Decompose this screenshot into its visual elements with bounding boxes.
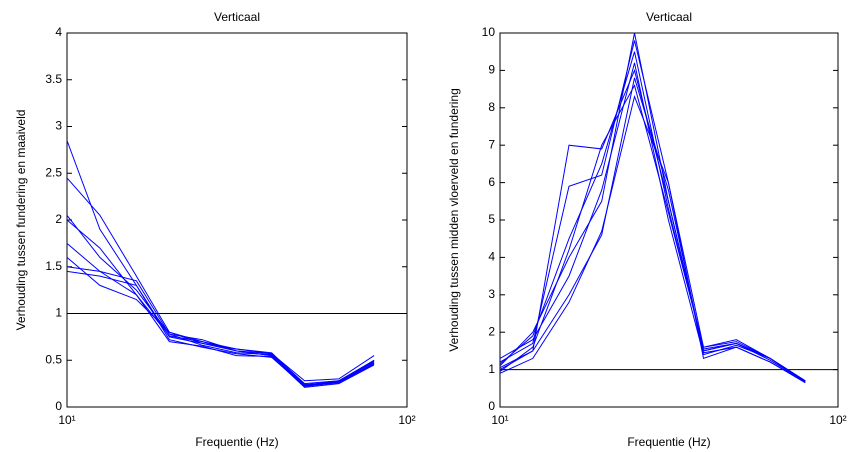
y-tick-label: 2 [488, 324, 495, 338]
y-tick-label: 0.5 [45, 352, 62, 366]
axes-box [66, 32, 408, 408]
x-axis-label: Frequentie (Hz) [195, 435, 278, 449]
y-tick-label: 8 [488, 100, 495, 114]
y-tick-label: 0 [488, 399, 495, 413]
data-line [66, 266, 375, 382]
y-tick-label: 1.5 [45, 259, 62, 273]
y-axis-label: Verhouding tussen midden vloerveld en fu… [447, 88, 461, 352]
chart-title: Verticaal [214, 10, 260, 24]
y-tick-label: 2 [55, 212, 62, 226]
data-line [499, 51, 806, 382]
x-tick-label: 10² [829, 413, 846, 427]
y-axis-label: Verhouding tussen fundering en maaiveld [14, 110, 28, 331]
x-tick-label: 10² [398, 413, 415, 427]
y-tick-label: 1 [55, 306, 62, 320]
data-line [66, 270, 375, 387]
y-tick-label: 2.5 [45, 165, 62, 179]
y-tick-label: 6 [488, 175, 495, 189]
data-line [66, 219, 375, 387]
data-line [499, 40, 806, 382]
x-axis-label: Frequentie (Hz) [627, 435, 710, 449]
y-tick-label: 10 [482, 25, 496, 39]
y-tick-label: 3.5 [45, 72, 62, 86]
x-tick-label: 10¹ [491, 413, 508, 427]
chart-title: Verticaal [646, 10, 692, 24]
y-tick-label: 3 [488, 287, 495, 301]
y-tick-label: 9 [488, 63, 495, 77]
y-tick-label: 1 [488, 362, 495, 376]
y-tick-label: 5 [488, 212, 495, 226]
y-tick-label: 3 [55, 119, 62, 133]
axes-box [499, 32, 839, 408]
data-line [499, 62, 806, 382]
x-tick-label: 10¹ [58, 413, 75, 427]
data-line [499, 84, 806, 383]
y-tick-label: 4 [55, 25, 62, 39]
y-tick-label: 0 [55, 399, 62, 413]
y-tick-label: 4 [488, 250, 495, 264]
y-tick-label: 7 [488, 137, 495, 151]
data-line [499, 77, 806, 383]
